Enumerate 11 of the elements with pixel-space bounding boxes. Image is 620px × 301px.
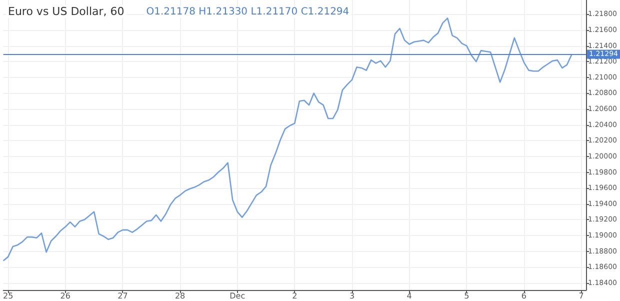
x-tick-label: 26 [60,292,70,300]
x-tick-label: 25 [2,292,14,300]
x-tick-label: Dec [230,292,246,300]
x-tick-label: 28 [174,292,186,300]
x-tick-label: 27 [118,292,128,300]
line-series [2,18,572,262]
text: Euro vs US Dollar, 60 [8,5,124,18]
x-tick-label: 6 [521,292,527,300]
x-tick-label: 4 [406,292,412,300]
x-tick-label: 3 [349,292,355,300]
annotation: O1.21178 H1.21330 L1.21170 C1.21294 [146,6,350,18]
